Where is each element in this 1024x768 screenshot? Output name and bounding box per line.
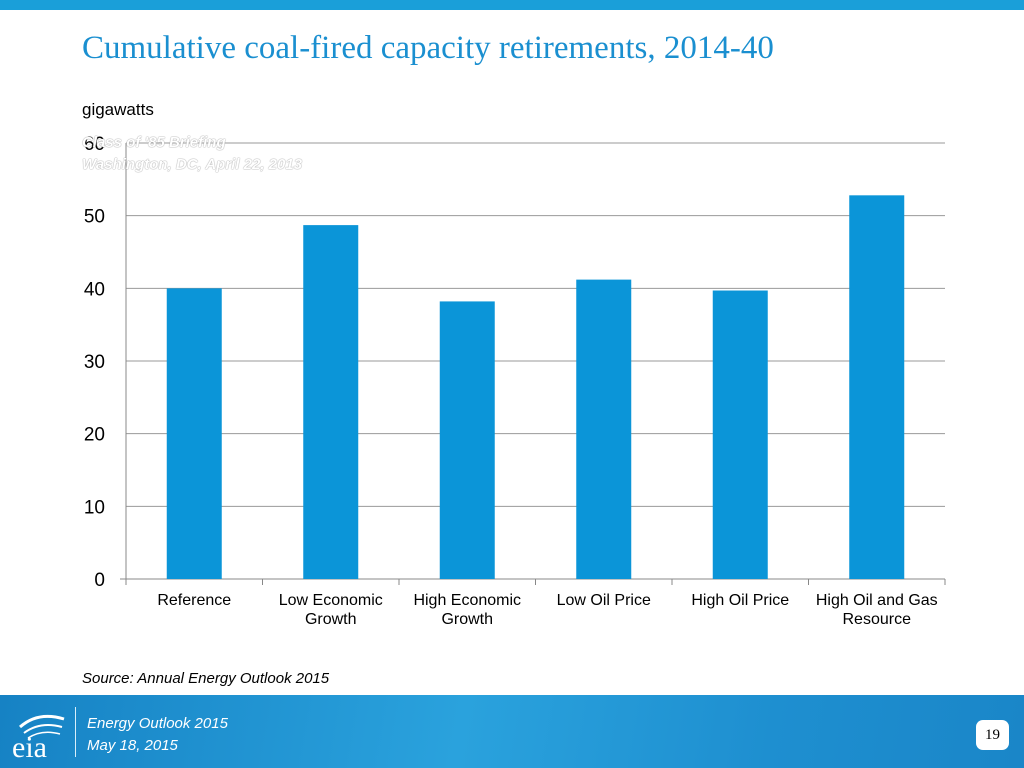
x-category-label-line: Growth xyxy=(441,611,493,628)
x-category-label-line: Resource xyxy=(843,611,912,628)
eia-logo-text: eia xyxy=(12,731,47,763)
footer-date: May 18, 2015 xyxy=(87,737,178,754)
logo-divider xyxy=(75,707,76,757)
eia-logo: eia xyxy=(12,714,65,763)
watermark-line-2: Washington, DC, April 22, 2013 xyxy=(82,156,303,173)
bar-chart: 0 10 20 30 40 50 60 Reference Low Economic Growth… xyxy=(84,134,946,628)
source-note: Source: Annual Energy Outlook 2015 xyxy=(82,670,330,687)
bar xyxy=(849,195,905,579)
x-category-label: Reference xyxy=(157,592,231,609)
bar xyxy=(439,301,495,579)
y-tick-label: 30 xyxy=(84,352,105,373)
x-category-label-line: Low Economic xyxy=(279,592,383,609)
y-tick-label: 40 xyxy=(84,279,105,300)
bar xyxy=(166,288,222,579)
y-tick-label: 50 xyxy=(84,207,105,228)
watermark-line-1: Class of '85 Briefing xyxy=(82,134,226,151)
top-accent-bar xyxy=(0,0,1024,10)
x-category-label: Low Economic Growth xyxy=(279,592,383,628)
y-tick-label: 10 xyxy=(84,497,105,518)
x-category-label-line: Low Oil Price xyxy=(557,592,651,609)
x-category-label-line: High Economic xyxy=(413,592,521,609)
y-tick-label: 60 xyxy=(84,134,105,155)
x-category-label: Low Oil Price xyxy=(557,592,651,609)
bar xyxy=(303,225,359,579)
y-tick-label: 20 xyxy=(84,425,105,446)
x-category-label-line: Growth xyxy=(305,611,357,628)
x-category-label-line: High Oil Price xyxy=(691,592,789,609)
footer-band: eia Energy Outlook 2015 May 18, 2015 19 xyxy=(0,695,1024,768)
x-category-label: High Oil Price xyxy=(691,592,789,609)
watermark-text: Class of '85 Briefing Washington, DC, Ap… xyxy=(82,132,302,176)
x-category-label-line: Reference xyxy=(157,592,231,609)
bar xyxy=(712,290,768,579)
bar xyxy=(576,279,632,579)
x-category-label: High Economic Growth xyxy=(413,592,521,628)
y-tick-label: 0 xyxy=(94,570,105,591)
page-title: Cumulative coal-fired capacity retiremen… xyxy=(82,30,774,66)
y-axis-unit-label: gigawatts xyxy=(82,100,154,119)
page-number: 19 xyxy=(976,720,1009,750)
footer-report-name: Energy Outlook 2015 xyxy=(87,715,228,732)
x-category-label: High Oil and Gas Resource xyxy=(816,592,938,628)
x-category-label-line: High Oil and Gas xyxy=(816,592,938,609)
